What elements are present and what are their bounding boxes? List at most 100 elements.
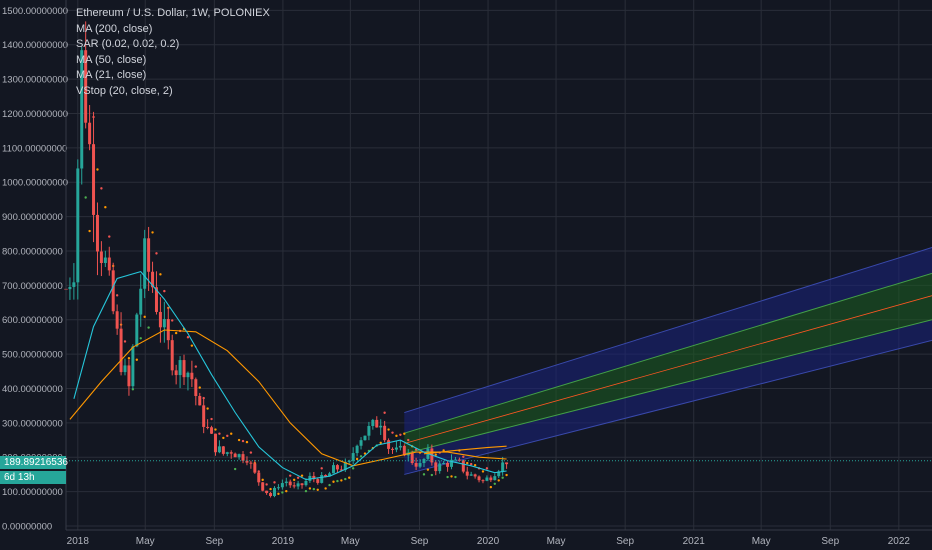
- sar-dot: [190, 344, 194, 347]
- candle-body: [477, 476, 481, 481]
- candle-body: [391, 448, 395, 450]
- legend-vstop[interactable]: VStop (20, close, 2): [76, 84, 173, 97]
- sar-dot: [340, 479, 343, 482]
- x-tick-label: May: [752, 536, 771, 547]
- candle-body: [135, 314, 139, 347]
- chart-legend: Ethereum / U.S. Dollar, 1W, POLONIEX MA …: [76, 6, 270, 100]
- candle-body: [453, 459, 457, 461]
- sar-dot: [379, 441, 382, 445]
- candle-body: [457, 459, 461, 461]
- sar-dot: [403, 432, 406, 435]
- candle-body: [206, 426, 210, 428]
- candle-body: [473, 474, 477, 477]
- candle-body: [68, 286, 72, 290]
- sar-dot: [344, 477, 347, 481]
- sar-dot: [151, 231, 154, 234]
- sar-dot: [226, 434, 229, 438]
- sar-dot: [214, 428, 217, 431]
- ma200-line: [423, 445, 507, 455]
- candle-body: [446, 463, 450, 467]
- x-tick-label: Sep: [205, 536, 223, 547]
- candle-body: [151, 271, 155, 288]
- sar-dot: [163, 289, 166, 293]
- legend-ma200[interactable]: MA (200, close): [76, 22, 153, 35]
- legend-ma21[interactable]: MA (21, close): [76, 69, 147, 82]
- candle-body: [272, 487, 276, 497]
- sar-dot: [348, 476, 351, 479]
- candle-body: [80, 50, 84, 169]
- sar-dot: [383, 411, 386, 414]
- x-tick-label: May: [341, 536, 360, 547]
- y-tick-label: 1200.00000000: [2, 109, 68, 120]
- candle-body: [276, 487, 280, 489]
- sar-dot: [273, 481, 276, 484]
- sar-dot: [363, 452, 367, 455]
- x-tick-label: Sep: [821, 536, 839, 547]
- candle-body: [162, 319, 166, 328]
- x-tick-label: Sep: [411, 536, 429, 547]
- sar-dot: [233, 467, 237, 471]
- moving-averages: [69, 270, 507, 481]
- candle-body: [414, 463, 418, 467]
- candle-body: [312, 475, 316, 480]
- legend-sar[interactable]: SAR (0.02, 0.02, 0.2): [76, 38, 180, 51]
- sar-dot: [359, 455, 363, 458]
- time-axis[interactable]: 2018 May Sep 2019 May Sep 2020 May Sep 2021 May Sep…: [66, 529, 932, 547]
- y-tick-label: 300.00000000: [2, 418, 63, 429]
- sar-dot: [186, 336, 190, 339]
- candle-body: [198, 396, 202, 406]
- y-tick-label: 1100.00000000: [2, 143, 67, 154]
- sar-dot: [155, 252, 158, 255]
- candle-body: [115, 311, 119, 329]
- channel-mid-line: [404, 295, 932, 444]
- x-tick-label: Sep: [616, 536, 634, 547]
- candle-body: [288, 481, 292, 486]
- sar-dot: [206, 407, 209, 410]
- x-tick-label: 2020: [477, 536, 500, 547]
- candle-body: [269, 493, 273, 497]
- sar-dot: [312, 487, 316, 491]
- candlesticks: [64, 21, 509, 498]
- sar-dot: [296, 476, 300, 479]
- candle-body: [139, 288, 143, 315]
- candle-body: [300, 483, 304, 486]
- candle-body: [497, 471, 501, 477]
- candle-body: [304, 480, 308, 486]
- sar-dot: [123, 340, 127, 343]
- sar-dot: [324, 487, 327, 490]
- x-tick-label: 2019: [272, 536, 295, 547]
- candle-body: [355, 445, 359, 454]
- candle-body: [481, 480, 485, 482]
- sar-dot: [261, 478, 264, 482]
- candle-body: [339, 469, 343, 471]
- regression-channel: [404, 247, 932, 475]
- candle-body: [351, 453, 355, 461]
- sar-dot: [336, 479, 339, 483]
- sar-dot: [407, 438, 410, 442]
- candle-body: [131, 346, 135, 387]
- channel-outer-lower-line: [404, 339, 932, 475]
- price-axis[interactable]: 0.00000000100.00000000200.00000000300.00…: [2, 0, 68, 533]
- candle-body: [328, 473, 332, 477]
- sar-dot: [332, 480, 335, 483]
- candle-body: [225, 452, 229, 454]
- sar-dot: [489, 485, 493, 489]
- candle-body: [213, 433, 217, 453]
- candle-body: [92, 144, 96, 215]
- candle-body: [249, 462, 253, 464]
- candle-body: [410, 452, 414, 464]
- legend-title[interactable]: Ethereum / U.S. Dollar, 1W, POLONIEX: [76, 7, 270, 19]
- y-tick-label: 500.00000000: [2, 350, 63, 361]
- sar-dot: [289, 474, 292, 477]
- last-price-label: 189.89216536: [0, 456, 68, 469]
- candle-body: [375, 419, 379, 428]
- legend-ma50[interactable]: MA (50, close): [76, 53, 147, 66]
- sar-dot: [135, 358, 139, 361]
- sar-dot: [237, 438, 241, 442]
- sar-dot: [328, 483, 331, 487]
- sar-dot: [387, 428, 390, 431]
- candle-body: [332, 465, 335, 474]
- candle-body: [88, 122, 92, 145]
- sar-dot: [493, 482, 496, 485]
